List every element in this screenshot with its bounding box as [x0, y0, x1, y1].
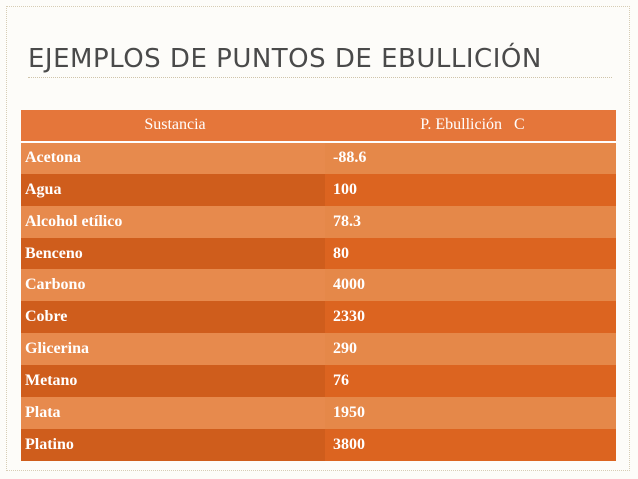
table-row: Cobre 2330 [21, 301, 616, 334]
boiling-point-cell: 4000 [325, 269, 616, 302]
table-row: Metano 76 [21, 365, 616, 398]
boiling-points-table: Sustancia P. Ebullición C Acetona -88.6 … [21, 110, 616, 461]
boiling-point-cell: 76 [325, 365, 616, 398]
table-row: Alcohol etílico 78.3 [21, 205, 616, 238]
boiling-point-cell: 2330 [325, 301, 616, 334]
boiling-point-cell: 80 [325, 237, 616, 270]
substance-cell: Platino [21, 428, 325, 461]
substance-cell: Acetona [21, 141, 325, 174]
substance-cell: Metano [21, 365, 325, 398]
table-row: Glicerina 290 [21, 333, 616, 366]
substance-cell: Alcohol etílico [21, 205, 325, 238]
boiling-point-cell: 1950 [325, 397, 616, 429]
table-row: Platino 3800 [21, 428, 616, 461]
table-header-row: Sustancia P. Ebullición C [21, 110, 616, 143]
boiling-point-cell: -88.6 [325, 141, 616, 174]
substance-cell: Agua [21, 173, 325, 206]
boiling-point-cell: 290 [325, 333, 616, 366]
substance-cell: Glicerina [21, 333, 325, 366]
substance-cell: Cobre [21, 301, 325, 334]
substance-cell: Benceno [21, 237, 325, 270]
substance-cell: Plata [21, 397, 325, 429]
table-row: Benceno 80 [21, 237, 616, 270]
slide-title: EJEMPLOS DE PUNTOS DE EBULLICIÓN [28, 44, 542, 74]
header-substance: Sustancia [21, 110, 325, 143]
table-row: Acetona -88.6 [21, 141, 616, 174]
table-row: Carbono 4000 [21, 269, 616, 302]
title-divider [28, 77, 612, 78]
header-boiling-point: P. Ebullición C [325, 110, 616, 143]
boiling-point-cell: 100 [325, 173, 616, 206]
boiling-point-cell: 3800 [325, 428, 616, 461]
boiling-point-cell: 78.3 [325, 205, 616, 238]
substance-cell: Carbono [21, 269, 325, 302]
table-row: Plata 1950 [21, 397, 616, 429]
table-row: Agua 100 [21, 173, 616, 206]
